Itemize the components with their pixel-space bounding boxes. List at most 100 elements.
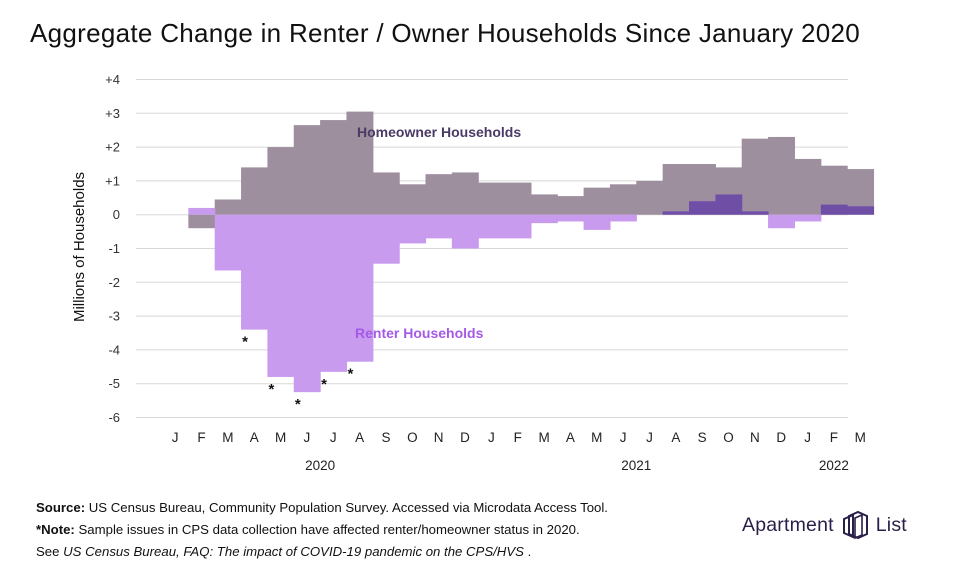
renter-bar <box>794 214 822 222</box>
homeowner-bar <box>320 120 348 215</box>
renter-bar <box>504 214 532 239</box>
x-tick-label: M <box>275 430 286 445</box>
asterisk-marker: * <box>268 381 274 398</box>
source-text: US Census Bureau, Community Population S… <box>85 500 608 515</box>
homeowner-bar <box>451 172 479 215</box>
note-label: *Note: <box>36 522 75 537</box>
year-label: 2021 <box>621 458 651 473</box>
x-tick-label: J <box>620 430 627 445</box>
homeowner-bar <box>399 184 427 215</box>
x-tick-label: N <box>434 430 444 445</box>
source-note: Source: US Census Bureau, Community Popu… <box>36 497 608 519</box>
renter-bar <box>241 214 268 330</box>
year-label: 2022 <box>819 458 849 473</box>
x-tick-label: M <box>538 430 549 445</box>
x-tick-label: J <box>804 430 811 445</box>
y-tick-label: +4 <box>105 72 120 87</box>
note-text: Sample issues in CPS data collection hav… <box>74 522 580 537</box>
homeowner-bar <box>583 187 611 215</box>
renter-bar <box>267 214 295 377</box>
asterisk-marker: * <box>242 334 248 351</box>
asterisk-markers: * * * * * <box>242 334 353 414</box>
x-tick-label: N <box>750 430 760 445</box>
x-tick-label: A <box>671 430 680 445</box>
see-prefix: See <box>36 544 64 559</box>
logo-text-right: List <box>875 513 907 536</box>
renter-bar <box>293 214 321 393</box>
y-tick-label: -5 <box>108 376 120 391</box>
x-tick-label: J <box>330 430 337 445</box>
homeowner-bar <box>293 125 321 215</box>
homeowner-bar <box>609 184 637 215</box>
overlap-series <box>662 194 875 215</box>
homeowner-bar <box>530 194 558 215</box>
renter-bar <box>530 214 558 224</box>
x-tick-label: S <box>698 430 707 445</box>
renter-bar <box>557 214 585 222</box>
x-tick-label: J <box>172 430 179 445</box>
x-tick-label: M <box>222 430 233 445</box>
homeowner-bar <box>214 199 242 215</box>
overlap-bar <box>662 211 690 215</box>
homeowner-bar <box>346 111 374 215</box>
overlap-bar <box>847 206 875 215</box>
homeowner-bar <box>241 167 268 215</box>
y-tick-label: +2 <box>105 140 120 155</box>
renter-bar <box>320 214 348 372</box>
y-tick-label: +3 <box>105 106 120 121</box>
x-tick-label: M <box>855 430 866 445</box>
x-tick-label: A <box>355 430 364 445</box>
renter-bar <box>425 214 453 239</box>
overlap-bar <box>715 194 743 215</box>
y-tick-label: +1 <box>105 173 120 188</box>
footnotes: Source: US Census Bureau, Community Popu… <box>36 497 608 563</box>
x-tick-label: O <box>407 430 418 445</box>
x-tick-label: J <box>304 430 311 445</box>
homeowner-bar <box>267 147 295 215</box>
year-labels: 2020 2021 2022 <box>305 458 849 473</box>
apartment-list-logo-icon <box>842 510 868 540</box>
chart: +4 +3 +2 +1 0 -1 -2 -3 -4 -5 -6 * * * * * J F M A M J J A S O N D… <box>71 72 875 473</box>
x-tick-label: J <box>646 430 653 445</box>
homeowner-annotation: Homeowner Households <box>357 124 521 140</box>
sample-note: *Note: Sample issues in CPS data collect… <box>36 519 608 541</box>
y-tick-labels: +4 +3 +2 +1 0 -1 -2 -3 -4 -5 -6 <box>105 72 120 425</box>
y-tick-label: -6 <box>108 410 120 425</box>
asterisk-marker: * <box>321 376 327 393</box>
logo-text-left: Apartment <box>742 513 834 536</box>
renter-bar <box>399 214 427 244</box>
year-label: 2020 <box>305 458 335 473</box>
overlap-bar <box>689 201 716 215</box>
homeowner-bar <box>794 158 822 215</box>
homeowner-bar <box>372 172 400 215</box>
homeowner-bar <box>741 138 769 215</box>
x-tick-label: O <box>723 430 734 445</box>
y-tick-label: 0 <box>113 207 120 222</box>
renter-series <box>188 194 875 393</box>
y-axis-label: Millions of Households <box>71 172 88 322</box>
y-tick-label: -1 <box>108 241 120 256</box>
asterisk-marker: * <box>348 366 354 383</box>
homeowner-bar <box>557 196 585 215</box>
homeowner-bar <box>478 182 506 215</box>
see-suffix: . <box>523 544 532 559</box>
x-tick-label: M <box>591 430 602 445</box>
chart-title: Aggregate Change in Renter / Owner House… <box>30 18 861 48</box>
renter-bar <box>609 214 637 222</box>
y-tick-label: -2 <box>108 275 120 290</box>
homeowner-series <box>188 111 875 229</box>
homeowner-bar <box>662 164 690 215</box>
x-tick-label: F <box>830 430 838 445</box>
x-tick-label: A <box>250 430 259 445</box>
x-tick-label: S <box>381 430 390 445</box>
homeowner-bar <box>425 174 453 215</box>
x-tick-label: F <box>197 430 205 445</box>
renter-bar <box>583 214 611 230</box>
x-tick-label: A <box>566 430 575 445</box>
renter-bar <box>188 207 216 215</box>
asterisk-marker: * <box>295 396 301 413</box>
y-tick-label: -4 <box>108 342 120 357</box>
renter-bar <box>214 214 242 271</box>
x-tick-label: F <box>514 430 522 445</box>
